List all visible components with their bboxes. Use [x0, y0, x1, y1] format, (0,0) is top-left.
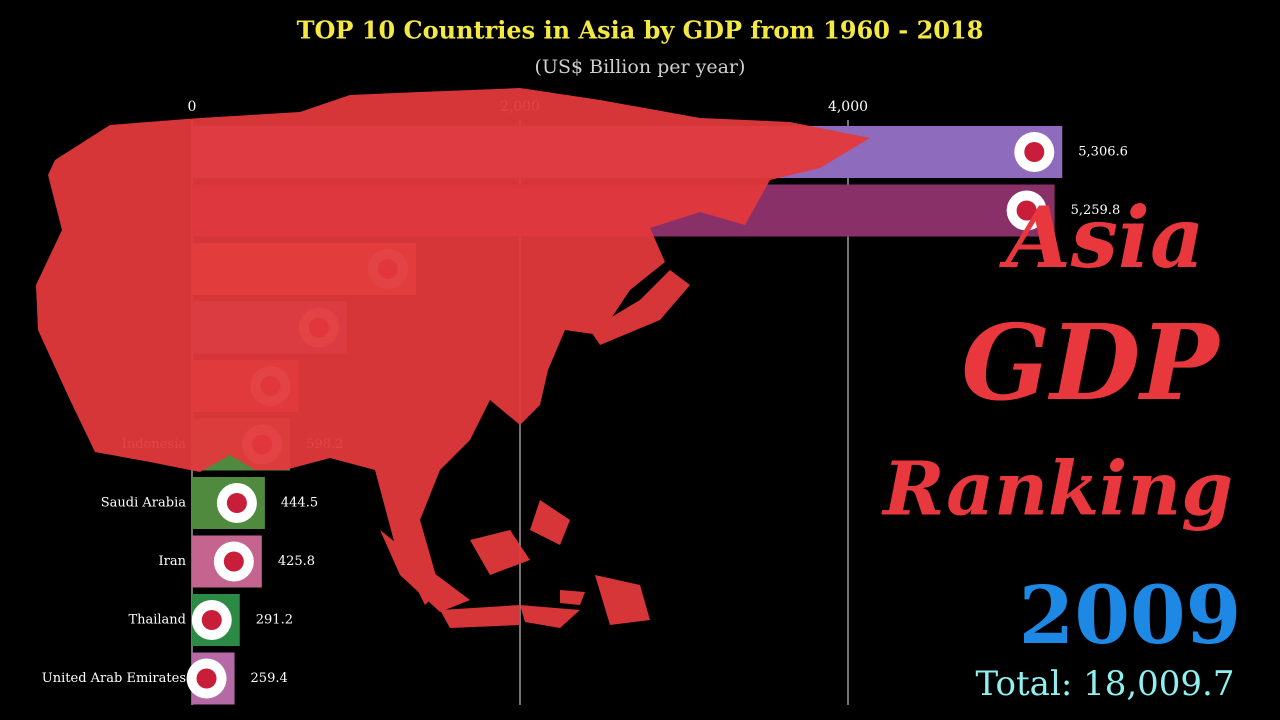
flag-mark	[1016, 200, 1037, 221]
overlay-word: Ranking	[881, 447, 1233, 533]
flag-mark	[196, 668, 217, 689]
bar-label: Iran	[159, 554, 187, 569]
flag-mark	[1024, 142, 1045, 162]
flag-mark	[223, 551, 244, 572]
flag-mark	[226, 493, 247, 513]
value-label: 259.4	[251, 671, 288, 686]
asia-map	[36, 88, 870, 628]
total-label: Total: 18,009.7	[976, 664, 1235, 704]
value-label: 425.8	[278, 554, 315, 569]
value-label: 291.2	[256, 613, 293, 628]
value-label: 5,306.6	[1078, 145, 1128, 160]
value-label: 5,259.8	[1071, 203, 1121, 218]
chart-title: TOP 10 Countries in Asia by GDP from 196…	[297, 16, 984, 45]
value-label: 444.5	[281, 496, 318, 511]
bar-label: United Arab Emirates	[42, 671, 186, 686]
x-tick-label: 0	[188, 99, 197, 115]
chart-subtitle: (US$ Billion per year)	[535, 56, 746, 78]
bar-label: Saudi Arabia	[101, 496, 186, 511]
flag-mark	[201, 610, 222, 630]
map-islands	[380, 500, 650, 628]
bar-label: Thailand	[128, 613, 186, 628]
overlay-word: GDP	[961, 301, 1221, 424]
map-mainland	[36, 88, 870, 605]
year-label: 2009	[1019, 568, 1242, 662]
x-tick-label: 4,000	[828, 99, 868, 115]
map-japan	[590, 270, 690, 345]
overlay-word: Asia	[999, 188, 1205, 287]
